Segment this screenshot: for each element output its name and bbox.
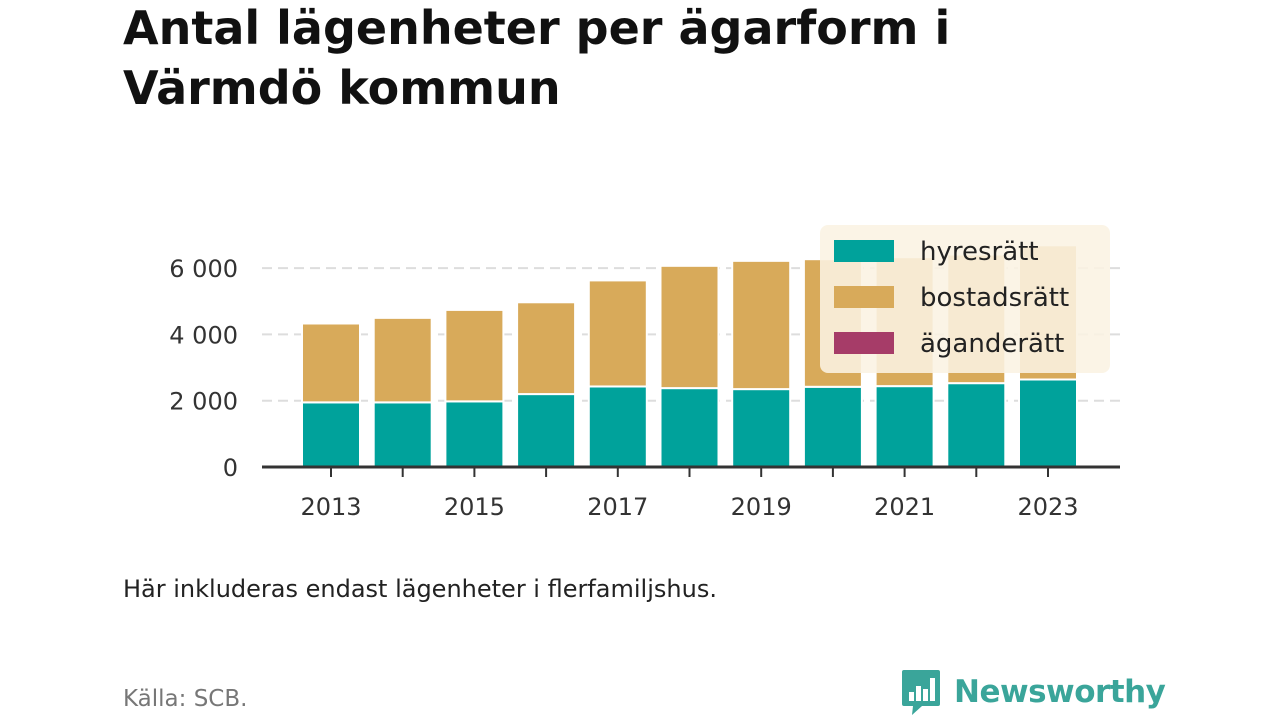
x-tick-label: 2015 <box>444 493 505 521</box>
brand-name: Newsworthy <box>954 674 1166 710</box>
bar-segment <box>587 279 648 388</box>
y-tick-label: 6 000 <box>169 255 238 283</box>
legend-label: äganderätt <box>920 329 1064 359</box>
bar-segment <box>1018 378 1078 469</box>
x-tick-label: 2023 <box>1017 493 1078 521</box>
brand-logo: Newsworthy <box>900 668 1166 716</box>
bar-segment <box>874 385 935 469</box>
x-tick-label: 2021 <box>874 493 935 521</box>
legend-label: bostadsrätt <box>920 283 1069 313</box>
bar-segment <box>802 385 863 468</box>
legend-label: hyresrätt <box>920 237 1039 267</box>
legend-swatch <box>834 286 894 308</box>
axes: 0 2 000 4 000 6 000 2013 2015 2017 2019 2021 2023 <box>169 255 1120 521</box>
bar-segment <box>372 401 433 468</box>
y-tick-label: 0 <box>223 454 238 482</box>
bar-segment <box>946 382 1007 468</box>
stacked-bar-chart: 0 2 000 4 000 6 000 2013 2015 2017 2019 2021 2023… <box>169 225 1120 521</box>
bar-segment <box>516 393 577 469</box>
x-tick-label: 2017 <box>587 493 648 521</box>
bar-segment <box>516 301 577 396</box>
bar-segment <box>659 387 720 468</box>
bar-segment <box>372 316 433 404</box>
legend-swatch <box>834 332 894 354</box>
x-tick-label: 2013 <box>300 493 361 521</box>
bar-segment <box>731 388 792 468</box>
x-tick-label: 2019 <box>731 493 792 521</box>
bar-segment <box>731 259 792 391</box>
newsworthy-logo-icon <box>902 670 940 715</box>
bar-segment <box>444 400 505 468</box>
bar-segment <box>301 322 361 404</box>
legend-swatch <box>834 240 894 262</box>
y-tick-label: 2 000 <box>169 388 238 416</box>
bar-segment <box>659 264 720 390</box>
y-tick-label: 4 000 <box>169 321 238 349</box>
chart-note: Här inkluderas endast lägenheter i flerf… <box>123 575 717 603</box>
bar-segment <box>587 385 648 468</box>
bar-segment <box>444 308 505 403</box>
chart-title: Antal lägenheter per ägarform i Värmdö k… <box>123 1 951 115</box>
source-text: Källa: SCB. <box>123 686 248 712</box>
bar-segment <box>301 401 361 468</box>
legend: hyresrätt bostadsrätt äganderätt <box>820 225 1110 373</box>
